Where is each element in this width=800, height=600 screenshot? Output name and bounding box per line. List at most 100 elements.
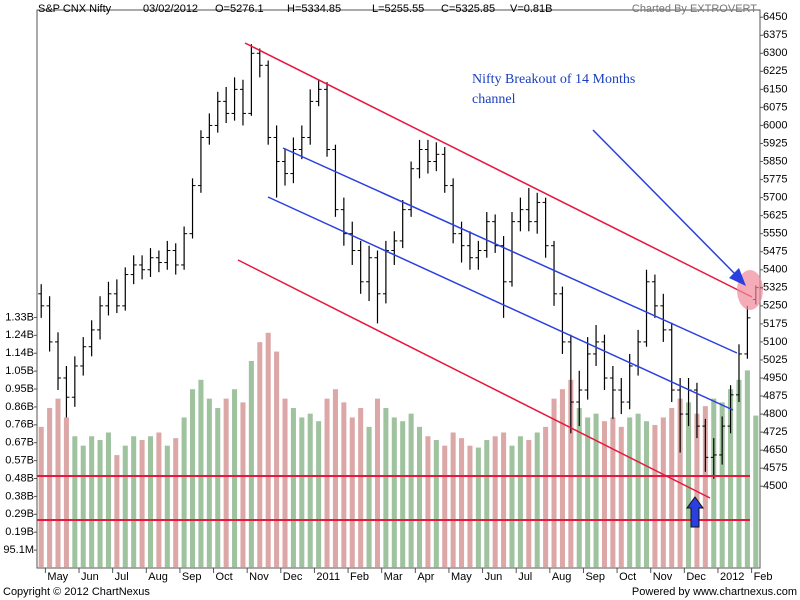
price-layer — [38, 44, 759, 479]
volume-bar — [240, 402, 246, 568]
volume-value: V=0.81B — [510, 3, 553, 15]
volume-bar — [643, 421, 650, 568]
volume-bar — [80, 445, 86, 568]
instrument-name: S&P CNX Nifty — [38, 3, 112, 15]
y-tick-label: 6225 — [763, 65, 787, 77]
channel-line — [237, 259, 711, 499]
volume-bar — [223, 398, 229, 568]
volume-bar — [509, 445, 515, 568]
volume-bar — [433, 440, 439, 568]
volume-bar — [618, 426, 624, 568]
volume-bar — [408, 413, 414, 568]
x-tick-label: May — [451, 571, 472, 583]
volume-bar — [711, 398, 717, 568]
volume-bar — [585, 417, 591, 568]
x-tick-label: Jul — [518, 571, 532, 583]
volume-bar — [450, 432, 456, 568]
y-tick-label: 6375 — [763, 29, 787, 41]
volume-bar — [131, 436, 137, 568]
volume-bar — [114, 455, 120, 568]
volume-bar — [181, 417, 187, 568]
copyright: Copyright © 2012 ChartNexus — [3, 586, 150, 598]
y2-tick-label: 0.57B — [5, 455, 34, 467]
volume-bar — [543, 426, 549, 568]
y-tick-label: 5175 — [763, 318, 787, 330]
annotation: Nifty Breakout of 14 Months — [472, 72, 635, 87]
volume-bar — [459, 438, 465, 568]
y-tick-label: 5925 — [763, 137, 787, 149]
volume-bar — [139, 440, 145, 568]
volume-bar — [383, 408, 389, 568]
volume-bar — [173, 438, 179, 568]
volume-bar — [374, 398, 381, 568]
volume-bar — [719, 402, 725, 568]
volume-bar — [190, 389, 196, 568]
volume-bar — [290, 408, 296, 568]
x-tick-label: Jun — [485, 571, 503, 583]
volume-bar — [97, 440, 103, 568]
volume-bar — [484, 440, 490, 568]
volume-bar — [534, 432, 540, 568]
volume-bar — [517, 436, 523, 568]
x-tick-label: Oct — [619, 571, 636, 583]
y2-tick-label: 1.05B — [5, 365, 34, 377]
high-value: H=5334.85 — [287, 3, 341, 15]
volume-bar — [501, 432, 507, 568]
x-tick-label: Sep — [585, 571, 605, 583]
y-tick-label: 4725 — [763, 426, 787, 438]
close-value: C=5325.85 — [441, 3, 495, 15]
y-tick-label: 5250 — [763, 300, 787, 312]
y2-tick-label: 1.14B — [5, 347, 34, 359]
volume-bar — [660, 417, 666, 568]
volume-bar — [122, 445, 128, 568]
volume-bar — [601, 421, 607, 568]
volume-bar — [105, 432, 111, 568]
low-value: L=5255.55 — [372, 3, 424, 15]
x-tick-label: Oct — [216, 571, 233, 583]
volume-bar — [63, 417, 69, 568]
y2-tick-label: 95.1M — [3, 544, 34, 556]
x-tick-label: 2012 — [720, 571, 744, 583]
volume-bar — [400, 421, 406, 568]
y-tick-label: 6075 — [763, 101, 787, 113]
x-tick-label: Jun — [81, 571, 99, 583]
channel-line — [244, 42, 753, 298]
volume-bar — [467, 445, 473, 568]
volume-bar — [215, 408, 221, 568]
volume-bar — [198, 379, 204, 568]
volume-bar — [147, 436, 154, 568]
drawings: Nifty Breakout of 14 Months channel — [37, 42, 763, 528]
volume-bar — [593, 413, 599, 568]
volume-bar — [47, 408, 53, 568]
y-tick-label: 4650 — [763, 444, 787, 456]
x-tick-label: Dec — [283, 571, 303, 583]
volume-bar — [366, 426, 372, 568]
volume-bar — [349, 417, 355, 568]
volume-bar — [332, 389, 338, 568]
volume-bar — [257, 342, 263, 568]
volume-layer — [38, 332, 759, 568]
x-tick-label: Feb — [350, 571, 369, 583]
y2-tick-label: 0.86B — [5, 401, 34, 413]
y-tick-label: 4575 — [763, 462, 787, 474]
volume-bar — [669, 408, 675, 568]
x-tick-label: Apr — [417, 571, 434, 583]
volume-bar — [526, 440, 532, 568]
y-tick-label: 5400 — [763, 264, 787, 276]
y-tick-label: 5550 — [763, 228, 787, 240]
volume-bar — [391, 417, 397, 568]
y-tick-label: 5850 — [763, 155, 787, 167]
volume-bar — [206, 398, 212, 568]
y-tick-label: 6000 — [763, 119, 787, 131]
x-tick-label: Nov — [249, 571, 269, 583]
y-tick-label: 5775 — [763, 173, 787, 185]
x-tick-label: May — [47, 571, 68, 583]
y2-tick-label: 0.48B — [5, 472, 34, 484]
up-arrow — [686, 496, 704, 528]
y2-tick-label: 1.33B — [5, 311, 34, 323]
volume-bar — [753, 415, 759, 568]
credit: Charted By EXTROVERT — [632, 3, 757, 15]
volume-bar — [274, 351, 280, 568]
y2-tick-label: 0.67B — [5, 437, 34, 449]
